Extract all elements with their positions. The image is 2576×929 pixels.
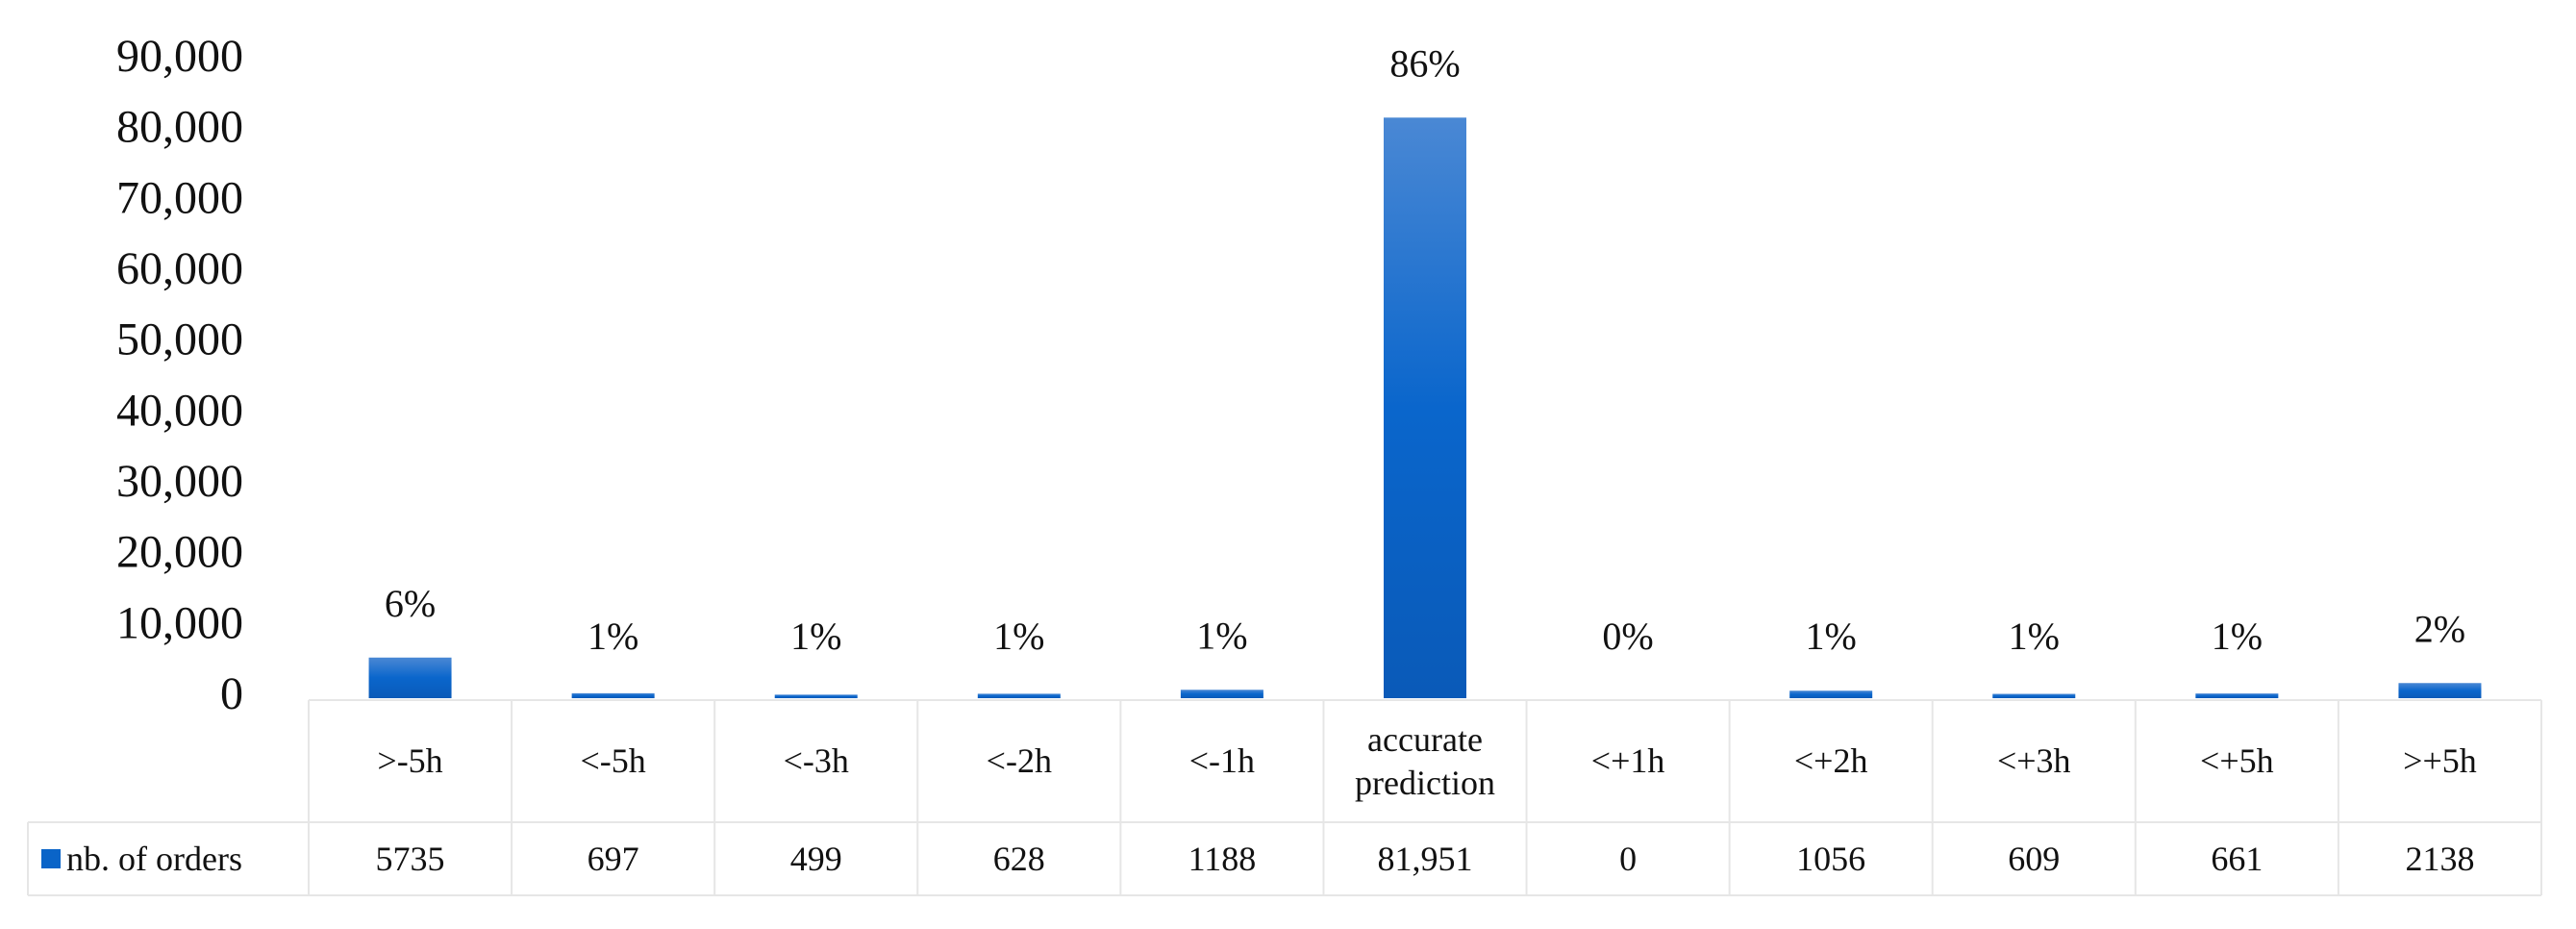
table-value: 1056 <box>1796 839 1866 878</box>
table-value-box: 2138 <box>2405 839 2475 878</box>
y-tick-label: 0 <box>220 668 243 719</box>
data-label: 2% <box>2414 607 2465 650</box>
y-tick-label: 10,000 <box>116 597 243 648</box>
data-label: 0% <box>1602 615 1653 658</box>
table-value: 81,951 <box>1377 839 1473 878</box>
x-tick-label: >+5h <box>2403 741 2477 780</box>
x-tick-label: <+2h <box>1793 741 1868 780</box>
x-tick-label-box: <-5h <box>580 741 646 780</box>
x-tick-label-box: >-5h <box>377 741 443 780</box>
x-tick-label-box: <+1h <box>1590 741 1665 780</box>
x-tick-label: accurate prediction <box>1355 719 1495 802</box>
bar <box>1789 690 1873 698</box>
x-tick-label: <-1h <box>1188 741 1256 780</box>
x-tick-label: <+1h <box>1590 741 1665 780</box>
data-label: 1% <box>588 615 638 658</box>
x-tick-label-box: accurate prediction <box>1355 719 1495 802</box>
bar <box>774 694 858 698</box>
x-tick-label: <+5h <box>2200 741 2274 780</box>
x-tick-label-box: <+3h <box>1996 741 2071 780</box>
data-label: 6% <box>385 582 436 625</box>
x-tick-label: <-2h <box>986 741 1052 780</box>
table-value-box: 499 <box>789 839 842 878</box>
bar <box>977 693 1061 698</box>
table-value-box: 5735 <box>375 839 445 878</box>
x-tick-label-box: <-3h <box>783 741 849 780</box>
x-tick-label-box: <+5h <box>2200 741 2274 780</box>
legend-swatch <box>41 849 61 868</box>
legend-entry: nb. of orders <box>28 822 309 895</box>
x-tick-label-box: <+2h <box>1793 741 1868 780</box>
table-value-box: 81,951 <box>1377 839 1473 878</box>
bar <box>2195 693 2279 698</box>
bar <box>1384 117 1466 698</box>
bar <box>1992 693 2076 698</box>
y-tick-label: 60,000 <box>116 243 243 294</box>
data-label: 1% <box>1196 614 1247 657</box>
bar <box>571 692 655 698</box>
table-value: 5735 <box>375 839 445 878</box>
legend-label: nb. of orders <box>66 839 242 878</box>
data-label: 1% <box>2009 615 2060 658</box>
bar <box>1180 690 1263 698</box>
table-value: 609 <box>2008 839 2061 878</box>
x-tick-label: >-5h <box>377 741 443 780</box>
table-value: 499 <box>789 839 842 878</box>
x-tick-label-box: >+5h <box>2403 741 2477 780</box>
y-tick-label: 30,000 <box>116 456 243 507</box>
y-tick-label: 80,000 <box>116 102 243 153</box>
y-tick-label: 40,000 <box>116 385 243 436</box>
table-value-box: 1056 <box>1796 839 1866 878</box>
bar <box>368 657 452 698</box>
table-value-box: 697 <box>587 839 639 878</box>
table-value: 661 <box>2211 839 2263 878</box>
y-tick-label: 20,000 <box>116 527 243 578</box>
x-tick-label-box: <-2h <box>986 741 1052 780</box>
table-value-box: 628 <box>992 839 1045 878</box>
table-value-box: 609 <box>2008 839 2061 878</box>
table-value: 697 <box>587 839 639 878</box>
data-label: 1% <box>790 615 841 658</box>
y-tick-label: 90,000 <box>116 31 243 82</box>
x-tick-label: <-3h <box>783 741 849 780</box>
table-value: 2138 <box>2405 839 2475 878</box>
y-tick-label: 50,000 <box>116 314 243 365</box>
data-label: 86% <box>1389 41 1460 85</box>
x-tick-label-box: <-1h <box>1188 741 1256 780</box>
table-value-box: 0 <box>1619 839 1638 878</box>
table-value: 0 <box>1619 839 1638 878</box>
bar <box>2398 683 2482 698</box>
legend-entry-box: nb. of orders <box>28 822 309 895</box>
x-tick-label: <+3h <box>1996 741 2071 780</box>
data-label: 1% <box>993 615 1044 658</box>
y-tick-label: 70,000 <box>116 172 243 223</box>
data-label: 1% <box>1806 615 1857 658</box>
x-tick-label: <-5h <box>580 741 646 780</box>
table-value-box: 1188 <box>1188 839 1257 878</box>
data-label: 1% <box>2212 615 2263 658</box>
table-value: 628 <box>992 839 1045 878</box>
table-value: 1188 <box>1188 839 1257 878</box>
table-value-box: 661 <box>2211 839 2263 878</box>
